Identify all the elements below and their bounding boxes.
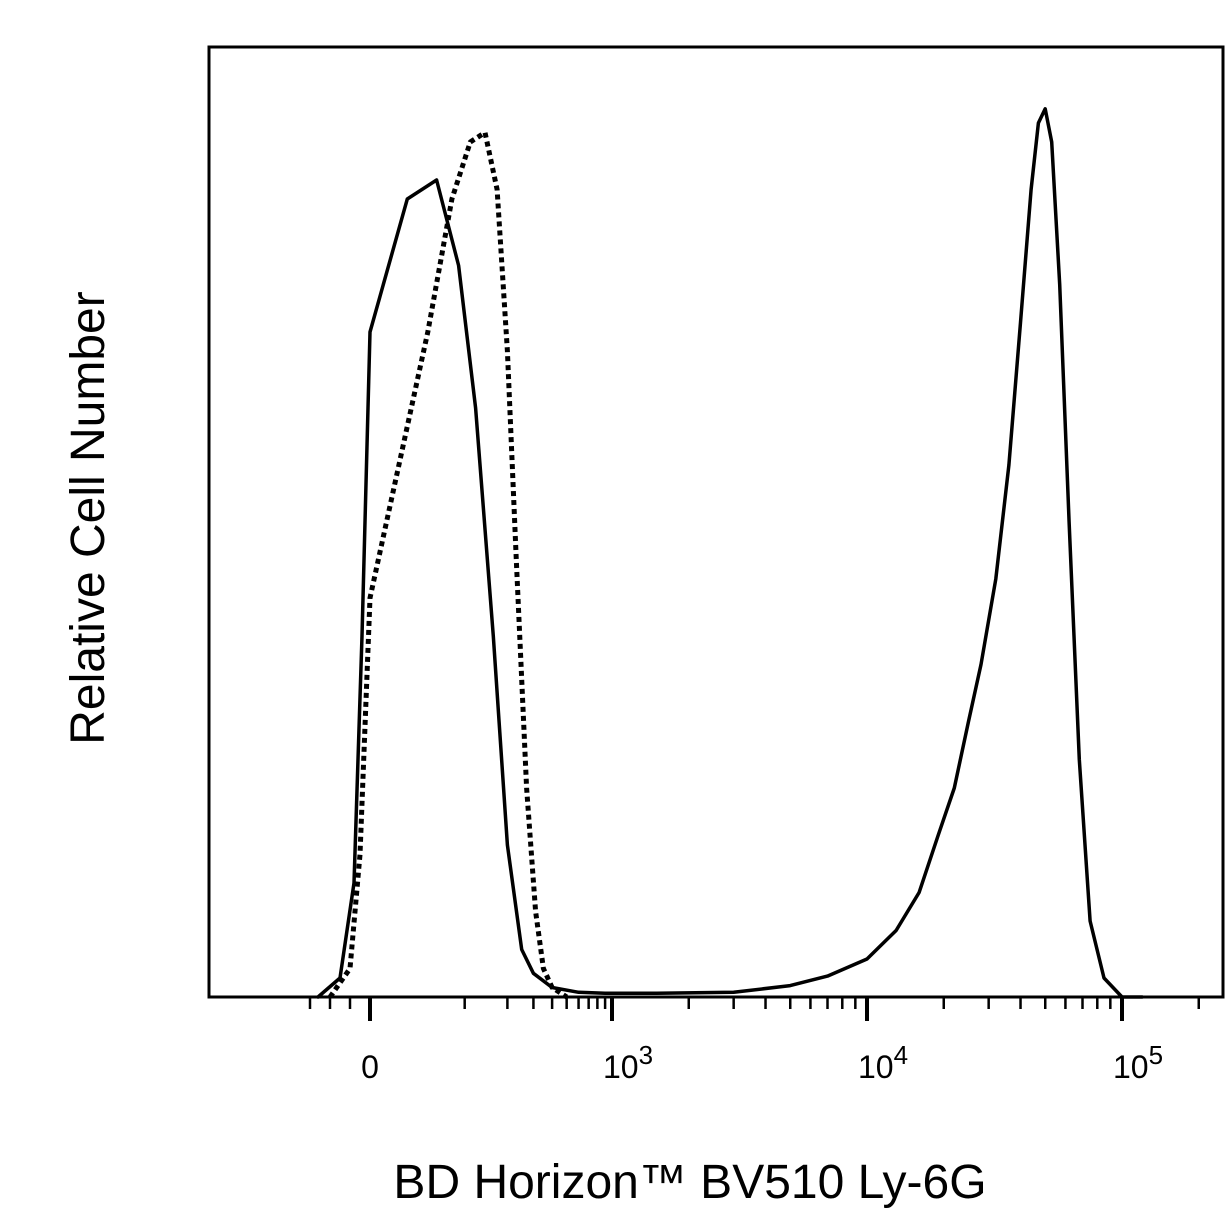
x-tick-label-0: 0 — [361, 1049, 379, 1085]
series-solid-line-0 — [316, 107, 1144, 999]
x-axis: 0 103 104 105 — [308, 997, 1201, 1085]
x-tick-label-2: 104 — [858, 1040, 908, 1085]
x-tick-label-3: 105 — [1113, 1040, 1163, 1085]
x-tick-exponent-1: 3 — [639, 1040, 653, 1070]
x-tick-label-1: 103 — [603, 1040, 653, 1085]
plot-frame — [207, 45, 1225, 999]
x-tick-exponent-2: 4 — [894, 1040, 908, 1070]
series-dotted-line-1 — [327, 130, 569, 1000]
x-tick-exponent-3: 5 — [1149, 1040, 1163, 1070]
y-axis-label: Relative Cell Number — [62, 291, 115, 745]
plot-area — [207, 45, 1225, 1000]
x-axis-label: BD Horizon™ BV510 Ly-6G — [393, 1156, 986, 1209]
